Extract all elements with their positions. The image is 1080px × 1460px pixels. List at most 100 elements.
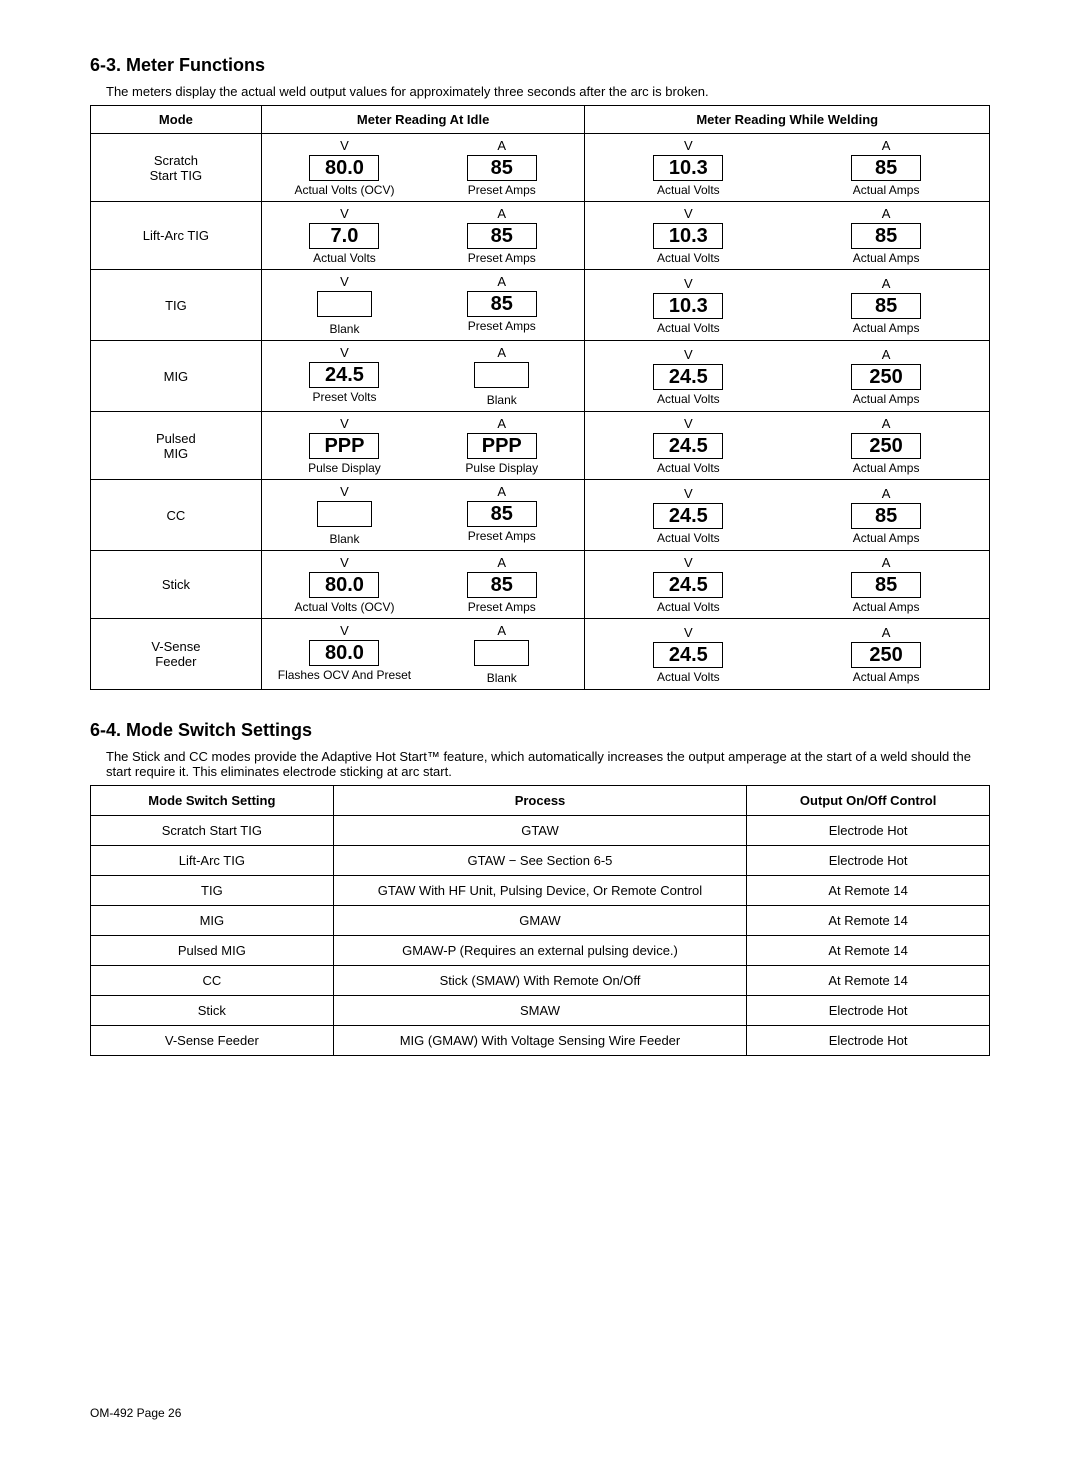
meter-weld-cell: V24.5Actual VoltsA250Actual Amps [585,412,990,480]
meter-reading: A85Actual Amps [787,486,985,545]
meter-reading: APPPPulse Display [423,416,580,475]
reading-unit: A [423,345,580,360]
meter-mode-cell: V-SenseFeeder [91,619,262,690]
mode-switch-setting: Pulsed MIG [91,936,334,966]
meter-weld-cell: V10.3Actual VoltsA85Actual Amps [585,134,990,202]
reading-unit: V [266,274,423,289]
reading-caption: Actual Volts [589,670,787,684]
reading-caption: Actual Amps [787,531,985,545]
meter-mode-cell: TIG [91,270,262,341]
reading-unit: A [423,416,580,431]
reading-caption: Preset Amps [423,251,580,265]
reading-unit: V [589,138,787,153]
meter-reading: A85Preset Amps [423,274,580,333]
reading-display: 85 [851,572,921,598]
meter-mode-cell: PulsedMIG [91,412,262,480]
section-63-intro: The meters display the actual weld outpu… [106,84,990,99]
meter-reading: V24.5Actual Volts [589,416,787,475]
reading-display: 85 [467,572,537,598]
mode-switch-output: At Remote 14 [747,876,990,906]
reading-display [474,640,529,666]
mode-switch-process: GTAW With HF Unit, Pulsing Device, Or Re… [333,876,747,906]
reading-display: 85 [851,293,921,319]
meter-mode-cell: MIG [91,341,262,412]
reading-unit: V [266,206,423,221]
reading-unit: V [266,555,423,570]
reading-caption: Actual Volts [589,461,787,475]
reading-caption: Actual Amps [787,251,985,265]
page-footer: OM-492 Page 26 [90,1406,990,1420]
meter-reading: ABlank [423,623,580,685]
meter-idle-cell: V80.0Actual Volts (OCV)A85Preset Amps [261,551,585,619]
reading-display: PPP [309,433,379,459]
meter-reading: V10.3Actual Volts [589,206,787,265]
header-output: Output On/Off Control [747,786,990,816]
reading-display: 250 [851,364,921,390]
reading-unit: V [266,345,423,360]
reading-unit: V [589,555,787,570]
meter-mode-cell: Lift-Arc TIG [91,202,262,270]
reading-unit: V [589,625,787,640]
meter-weld-cell: V24.5Actual VoltsA85Actual Amps [585,480,990,551]
mode-switch-process: GTAW − See Section 6-5 [333,846,747,876]
meter-idle-cell: V80.0Actual Volts (OCV)A85Preset Amps [261,134,585,202]
reading-display: 85 [467,223,537,249]
meter-reading: V24.5Actual Volts [589,625,787,684]
reading-caption: Preset Amps [423,600,580,614]
meter-idle-cell: VBlankA85Preset Amps [261,270,585,341]
reading-caption: Actual Volts [589,183,787,197]
mode-switch-process: SMAW [333,996,747,1026]
reading-unit: A [423,555,580,570]
meter-reading: A250Actual Amps [787,347,985,406]
reading-display: 10.3 [653,155,723,181]
section-64-title: 6-4. Mode Switch Settings [90,720,990,741]
mode-switch-process: Stick (SMAW) With Remote On/Off [333,966,747,996]
header-idle: Meter Reading At Idle [261,106,585,134]
meter-reading: V24.5Actual Volts [589,347,787,406]
reading-display: 24.5 [653,364,723,390]
reading-unit: V [589,206,787,221]
meter-row: StickV80.0Actual Volts (OCV)A85Preset Am… [91,551,990,619]
mode-switch-output: Electrode Hot [747,1026,990,1056]
reading-unit: V [589,347,787,362]
mode-switch-row: Lift-Arc TIGGTAW − See Section 6-5Electr… [91,846,990,876]
mode-switch-row: Scratch Start TIGGTAWElectrode Hot [91,816,990,846]
reading-unit: A [787,206,985,221]
mode-switch-setting: Lift-Arc TIG [91,846,334,876]
reading-display: 24.5 [653,503,723,529]
meter-reading: V7.0Actual Volts [266,206,423,265]
reading-unit: V [266,416,423,431]
meter-reading: V24.5Actual Volts [589,555,787,614]
meter-idle-cell: VBlankA85Preset Amps [261,480,585,551]
reading-caption: Actual Volts [589,321,787,335]
meter-idle-cell: V7.0Actual VoltsA 85 Preset Amps [261,202,585,270]
reading-caption: Actual Amps [787,183,985,197]
meter-reading: A 85 Preset Amps [423,206,580,265]
reading-unit: A [423,206,580,221]
meter-reading: A250Actual Amps [787,416,985,475]
reading-caption: Preset Volts [266,390,423,404]
reading-unit: A [423,274,580,289]
reading-caption: Actual Amps [787,670,985,684]
meter-header-row: Mode Meter Reading At Idle Meter Reading… [91,106,990,134]
mode-switch-process: GMAW-P (Requires an external pulsing dev… [333,936,747,966]
mode-switch-setting: TIG [91,876,334,906]
meter-idle-cell: V PPP Pulse DisplayAPPPPulse Display [261,412,585,480]
reading-caption: Preset Amps [423,319,580,333]
meter-reading: V80.0Actual Volts (OCV) [266,138,423,197]
mode-switch-row: CCStick (SMAW) With Remote On/OffAt Remo… [91,966,990,996]
header-setting: Mode Switch Setting [91,786,334,816]
meter-reading: A85Actual Amps [787,206,985,265]
meter-row: V-SenseFeederV80.0Flashes OCV And Preset… [91,619,990,690]
reading-display: 85 [851,155,921,181]
reading-caption: Pulse Display [266,461,423,475]
meter-row: TIGVBlankA85Preset AmpsV10.3Actual Volts… [91,270,990,341]
meter-row: MIGV24.5Preset VoltsABlankV24.5Actual Vo… [91,341,990,412]
reading-caption: Actual Volts [266,251,423,265]
reading-unit: V [266,623,423,638]
reading-unit: A [787,416,985,431]
mode-switch-row: MIGGMAWAt Remote 14 [91,906,990,936]
reading-caption: Actual Amps [787,392,985,406]
meter-mode-cell: Stick [91,551,262,619]
reading-caption: Blank [423,671,580,685]
